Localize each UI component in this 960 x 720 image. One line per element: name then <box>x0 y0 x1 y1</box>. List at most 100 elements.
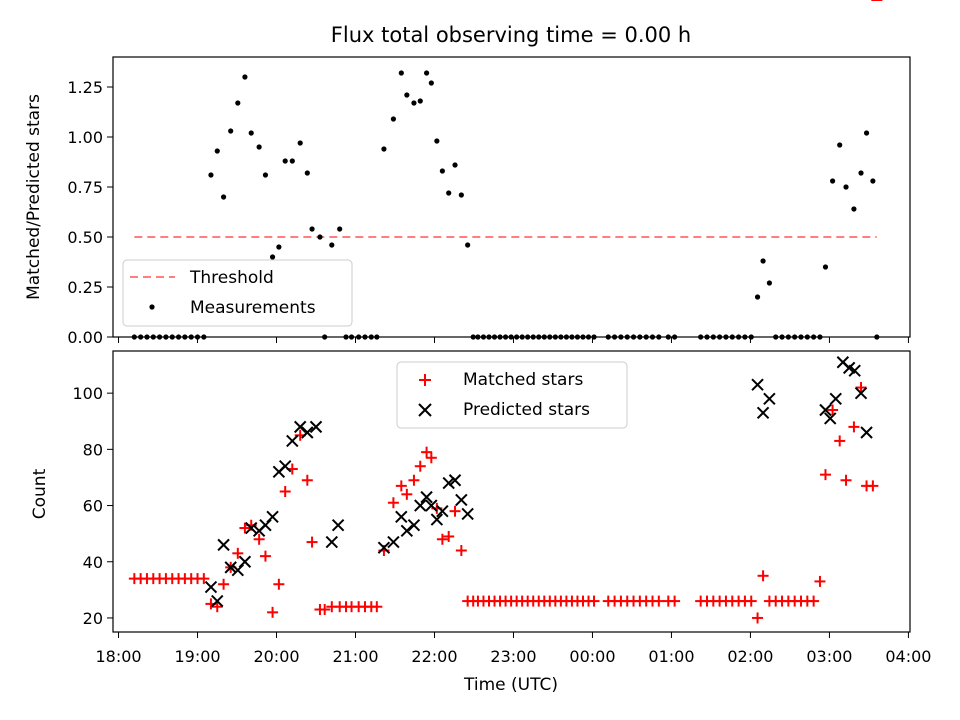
predicted-star-point <box>414 499 427 512</box>
chart-title: Flux total observing time = 0.00 h <box>331 23 691 47</box>
predicted-star-point <box>266 510 279 523</box>
count-axes-frame <box>112 350 911 633</box>
threshold-legend-label: Threshold <box>189 268 274 288</box>
predicted-star-point <box>442 476 455 490</box>
matched-star-point <box>232 547 244 559</box>
predicted-star-point <box>278 460 292 473</box>
matched-star-point <box>267 606 279 618</box>
matched-legend-swatch <box>419 374 431 386</box>
matched-star-point <box>218 578 230 590</box>
measurement-point <box>870 178 876 184</box>
predicted-star-point <box>245 521 258 535</box>
matched-star-point <box>814 575 826 587</box>
count-y-tick-label: 100 <box>72 384 103 403</box>
predicted-star-point <box>425 499 438 512</box>
matched-star-point <box>827 404 839 416</box>
count-panel: Count Time (UTC) 20 40 60 80 100 18:00 19:00 2… <box>30 0 931 695</box>
predicted-star-point <box>829 392 842 405</box>
matched-star-point <box>408 474 420 486</box>
predicted-star-point <box>756 406 770 420</box>
count-x-tick-label: 01:00 <box>648 647 694 666</box>
count-x-ticks: 18:00 19:00 20:00 21:00 22:00 23:00 00:00 01:00… <box>95 632 931 666</box>
measurement-point <box>404 92 410 98</box>
predicted-star-point <box>238 555 252 568</box>
matched-star-point <box>401 488 413 500</box>
count-x-tick-label: 19:00 <box>174 647 220 666</box>
predicted-star-point <box>217 538 230 552</box>
measurement-point <box>439 168 445 174</box>
predicted-star-point <box>848 364 861 377</box>
matched-legend-label: Matched stars <box>463 370 583 390</box>
predicted-star-point <box>301 426 314 439</box>
measurement-point <box>337 226 343 232</box>
ratio-y-axis-label: Matched/Predicted stars <box>24 94 44 300</box>
count-y-tick-label: 60 <box>83 497 103 516</box>
measurement-point <box>398 70 404 76</box>
measurement-point <box>458 192 464 198</box>
measurement-point <box>428 80 434 86</box>
count-y-ticks: 20 40 60 80 100 <box>72 384 113 628</box>
measurement-point <box>248 130 254 136</box>
x-axis-label: Time (UTC) <box>463 675 558 695</box>
predicted-star-point <box>309 420 323 434</box>
matched-star-point <box>387 497 399 509</box>
matched-star-point <box>211 601 223 613</box>
predicted-star-point <box>400 524 414 538</box>
ratio-axes-frame <box>112 56 911 338</box>
matched-star-point <box>757 570 769 582</box>
ratio-y-tick-label: 0.50 <box>67 228 103 247</box>
predicted-star-point <box>860 426 873 439</box>
measurement-point <box>304 170 310 176</box>
measurement-point <box>309 226 315 232</box>
count-legend: Matched stars Predicted stars <box>396 361 628 429</box>
measurement-point <box>766 280 772 286</box>
matched-star-point <box>371 601 383 613</box>
matched-star-point <box>834 435 846 447</box>
predicted-star-point <box>331 519 345 532</box>
measurement-point <box>289 158 295 164</box>
measurement-point <box>760 258 766 264</box>
predicted-star-point <box>395 510 408 523</box>
measurement-point <box>863 130 870 136</box>
measurement-point <box>851 206 857 212</box>
ratio-y-tick-label: 0.75 <box>67 178 103 197</box>
matched-star-point <box>455 545 467 557</box>
measurement-point <box>465 242 471 248</box>
matched-star-point <box>855 382 867 394</box>
predicted-star-point <box>854 386 868 400</box>
measurement-point <box>390 116 397 122</box>
matched-star-point <box>588 595 600 607</box>
matched-star-point <box>840 474 852 486</box>
matched-star-point <box>319 604 331 616</box>
count-y-tick-label: 20 <box>83 609 103 628</box>
predicted-star-point <box>407 519 421 532</box>
measurement-point <box>858 170 864 176</box>
matched-star-point <box>848 421 860 433</box>
ratio-panel: Flux total observing time = 0.00 h Match… <box>24 23 911 347</box>
matched-star-point <box>745 595 757 607</box>
matched-star-point <box>425 452 437 464</box>
predicted-star-point <box>420 490 433 504</box>
ratio-y-tick-label: 0.00 <box>67 328 103 347</box>
matched-star-point <box>414 460 426 472</box>
matched-star-point <box>259 550 271 562</box>
measurement-point <box>282 158 288 164</box>
count-x-tick-label: 21:00 <box>332 647 378 666</box>
measurement-point <box>446 190 452 196</box>
measurement-point <box>276 244 282 250</box>
measurement-point <box>411 100 417 106</box>
predicted-star-point <box>224 561 237 574</box>
matched-star-point <box>653 595 665 607</box>
measurement-point <box>228 128 234 134</box>
matched-star-point <box>253 533 265 545</box>
measurement-point <box>317 234 323 240</box>
ratio-y-ticks: 0.00 0.25 0.50 0.75 1.00 1.25 <box>67 78 113 347</box>
matched-star-point <box>306 536 318 548</box>
ratio-legend: Threshold Measurements <box>122 259 353 327</box>
measurement-point <box>417 98 423 104</box>
predicted-star-point <box>387 535 400 549</box>
predicted-star-point <box>461 507 474 521</box>
matched-star-point <box>669 595 681 607</box>
predicted-star-point <box>455 493 468 507</box>
